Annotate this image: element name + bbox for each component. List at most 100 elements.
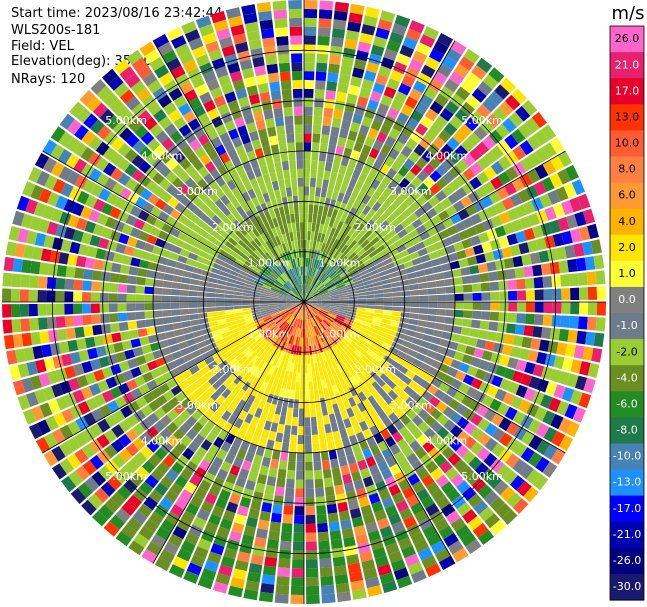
velocity-gate [101, 227, 113, 239]
velocity-gate [356, 263, 366, 271]
velocity-gate [209, 413, 221, 425]
velocity-gate [435, 370, 447, 381]
velocity-gate [227, 414, 238, 426]
velocity-gate [165, 511, 180, 526]
velocity-gate [285, 124, 294, 135]
velocity-gate [201, 381, 212, 392]
velocity-gate [551, 431, 566, 447]
velocity-gate [399, 414, 411, 426]
velocity-gate [329, 199, 337, 209]
velocity-gate [318, 323, 325, 332]
velocity-gate [365, 294, 375, 299]
velocity-gate [270, 259, 278, 268]
velocity-gate [358, 496, 370, 508]
velocity-gate [333, 154, 342, 165]
velocity-gate [292, 88, 303, 98]
velocity-gate [514, 324, 525, 336]
velocity-gate [412, 337, 423, 346]
velocity-gate [372, 316, 383, 323]
velocity-gate [284, 242, 290, 252]
velocity-gate [277, 423, 285, 434]
velocity-gate [50, 144, 65, 160]
velocity-gate [22, 181, 36, 197]
velocity-gate [481, 302, 491, 311]
velocity-gate [351, 323, 361, 330]
velocity-gate [373, 36, 388, 48]
velocity-gate [295, 222, 300, 232]
velocity-gate [439, 460, 453, 474]
velocity-gate [294, 240, 298, 250]
velocity-gate [391, 315, 401, 322]
velocity-gate [235, 365, 245, 375]
velocity-gate [405, 266, 416, 274]
velocity-gate [184, 332, 195, 341]
colorbar-tick-label: -8.0 [616, 424, 637, 437]
velocity-gate [141, 251, 152, 261]
velocity-gate [336, 192, 345, 203]
velocity-gate [428, 251, 439, 260]
velocity-gate [71, 202, 85, 217]
velocity-gate [517, 302, 527, 312]
velocity-gate [138, 259, 150, 269]
velocity-gate [456, 502, 472, 517]
velocity-gate [224, 227, 235, 237]
velocity-gate [263, 448, 273, 459]
velocity-gate [307, 257, 311, 267]
velocity-gate [277, 304, 287, 308]
velocity-gate [129, 205, 142, 218]
velocity-gate [314, 98, 324, 108]
velocity-gate [399, 177, 411, 189]
velocity-gate [380, 274, 390, 281]
velocity-gate [347, 196, 356, 207]
range-ring-label: 1.00km [248, 256, 290, 269]
velocity-gate [462, 408, 476, 421]
velocity-gate [248, 405, 257, 416]
velocity-gate [216, 468, 229, 481]
velocity-gate [188, 308, 198, 315]
velocity-gate [445, 467, 459, 481]
range-ring-label: 2.00km [212, 221, 254, 234]
velocity-gate [195, 446, 208, 459]
velocity-gate [552, 302, 562, 314]
velocity-gate [367, 384, 377, 395]
velocity-gate [420, 254, 431, 263]
velocity-gate [208, 484, 221, 497]
velocity-gate [446, 48, 462, 63]
velocity-gate [296, 452, 304, 462]
velocity-gate [377, 440, 389, 452]
velocity-gate [571, 179, 586, 195]
velocity-gate [482, 181, 496, 195]
velocity-gate [595, 317, 606, 332]
velocity-gate [394, 369, 405, 380]
velocity-gate [561, 302, 571, 314]
velocity-gate [276, 125, 286, 136]
velocity-gate [259, 302, 269, 305]
velocity-gate [250, 329, 260, 336]
velocity-gate [236, 448, 247, 460]
velocity-gate [307, 309, 313, 319]
velocity-gate [137, 109, 152, 124]
velocity-gate [239, 496, 252, 508]
velocity-gate [415, 102, 429, 115]
velocity-gate [140, 445, 154, 459]
velocity-gate [412, 50, 428, 64]
velocity-gate [435, 474, 450, 488]
velocity-gate [330, 300, 340, 302]
velocity-gate [103, 521, 120, 537]
velocity-gate [295, 300, 304, 302]
velocity-gate [443, 122, 458, 136]
velocity-gate [264, 211, 272, 221]
velocity-gate [246, 220, 256, 231]
velocity-gate [385, 504, 398, 517]
velocity-gate [231, 209, 241, 220]
velocity-gate [287, 269, 293, 279]
velocity-gate [297, 295, 304, 302]
velocity-gate [202, 332, 213, 341]
velocity-gate [410, 307, 420, 314]
velocity-gate [29, 275, 39, 289]
velocity-gate [535, 456, 550, 473]
velocity-gate [361, 409, 371, 421]
velocity-gate [427, 288, 437, 295]
velocity-gate [264, 363, 272, 374]
velocity-gate [286, 380, 292, 390]
